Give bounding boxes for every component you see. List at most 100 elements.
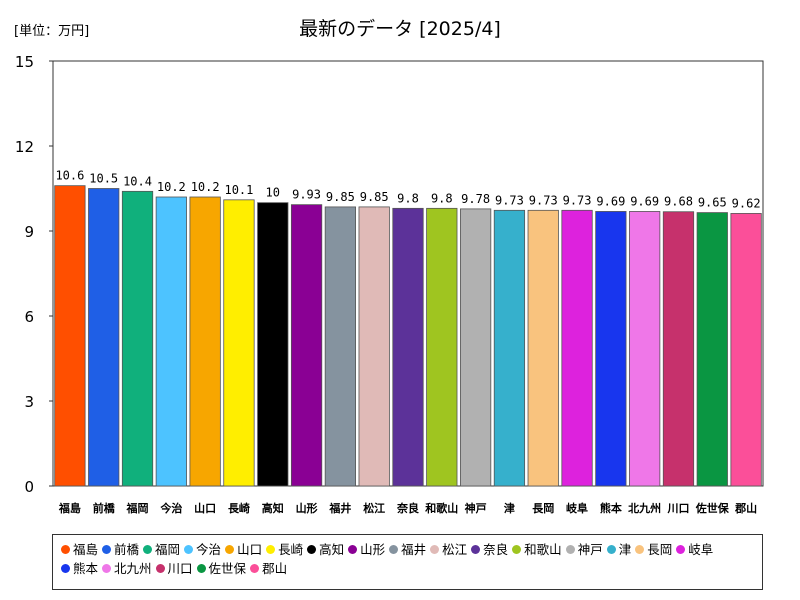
- bar-value-label: 10: [266, 186, 280, 200]
- x-tick-label: 郡山: [734, 501, 757, 515]
- bar-value-label: 10.2: [157, 180, 186, 194]
- bar-value-label: 9.65: [698, 196, 727, 210]
- legend-label: 福岡: [155, 542, 181, 557]
- bar: [155, 196, 187, 487]
- y-tick-label: 6: [24, 308, 34, 326]
- legend-item: 前橋: [102, 540, 139, 559]
- x-tick-label: 熊本: [600, 501, 622, 515]
- legend-label: 奈良: [483, 542, 509, 557]
- legend-label: 長岡: [647, 542, 673, 557]
- legend-label: 和歌山: [524, 542, 562, 557]
- x-tick-label: 前橋: [93, 501, 116, 515]
- bar-value-label: 9.73: [529, 193, 558, 207]
- y-tick-label: 15: [15, 53, 34, 71]
- legend-label: 神戸: [577, 542, 603, 557]
- y-tick-label: 3: [24, 393, 34, 411]
- x-tick-label: 山形: [296, 501, 318, 515]
- legend-swatch: [348, 545, 358, 554]
- legend-swatch: [512, 545, 522, 554]
- legend-label: 佐世保: [208, 561, 247, 576]
- bar: [121, 190, 154, 487]
- bar-value-label: 9.8: [431, 191, 453, 205]
- legend-item: 高知: [307, 540, 344, 559]
- bar-value-label: 9.93: [292, 188, 321, 202]
- legend-swatch: [471, 545, 481, 554]
- bar: [527, 209, 559, 487]
- x-tick-label: 高知: [262, 501, 284, 515]
- bar-value-label: 10.2: [191, 180, 220, 194]
- bar: [629, 211, 661, 487]
- legend-swatch: [184, 545, 194, 554]
- legend-item: 和歌山: [512, 540, 562, 559]
- bar: [730, 213, 762, 487]
- chart-legend: 福島 前橋 福岡 今治 山口 長崎 高知 山形 福井 松江 奈良 和歌山 神戸津長岡 岐阜熊本 北九州 川口佐…: [52, 534, 763, 590]
- x-tick-label: 松江: [363, 501, 385, 515]
- bar: [392, 207, 424, 487]
- bar: [223, 199, 255, 487]
- legend-item: 熊本: [61, 559, 98, 578]
- legend-label: 松江: [442, 542, 468, 557]
- bar: [493, 209, 526, 487]
- x-tick-label: 奈良: [396, 501, 419, 515]
- legend-swatch: [606, 545, 616, 554]
- legend-swatch: [389, 545, 399, 554]
- legend-label: 熊本: [73, 561, 99, 576]
- bar-value-label: 9.8: [397, 191, 419, 205]
- legend-label: 長崎: [278, 542, 304, 557]
- legend-swatch: [155, 564, 165, 573]
- legend-label: 山形: [360, 542, 386, 557]
- legend-item: 郡山: [250, 559, 287, 578]
- legend-item: 山口: [225, 540, 262, 559]
- bar: [290, 204, 323, 487]
- bar-value-label: 10.6: [55, 169, 84, 183]
- legend-item: 福島: [61, 540, 98, 559]
- legend-item: 長岡: [635, 540, 672, 559]
- legend-label: 津: [618, 542, 632, 557]
- legend-swatch: [102, 545, 112, 554]
- legend-swatch: [676, 545, 686, 554]
- legend-label: 高知: [319, 542, 345, 557]
- legend-swatch: [196, 564, 206, 573]
- x-tick-label: 長崎: [228, 501, 250, 515]
- bar-value-label: 9.73: [495, 193, 524, 207]
- x-tick-label: 川口: [666, 502, 689, 515]
- legend-label: 前橋: [114, 542, 140, 557]
- legend-swatch: [225, 545, 235, 554]
- x-tick-label: 岐阜: [566, 501, 588, 515]
- legend-label: 川口: [167, 561, 193, 576]
- legend-item: 神戸: [565, 540, 603, 559]
- legend-swatch: [102, 564, 112, 573]
- legend-item: 今治: [184, 540, 221, 559]
- x-tick-label: 福岡: [126, 501, 149, 515]
- x-tick-label: 佐世保: [695, 501, 730, 515]
- bar: [189, 196, 221, 487]
- bar: [561, 209, 593, 487]
- bar-value-label: 9.69: [596, 194, 625, 208]
- legend-label: 山口: [237, 542, 263, 557]
- bar-value-label: 10.4: [123, 174, 152, 188]
- legend-swatch: [266, 545, 276, 554]
- bar: [595, 211, 627, 487]
- bar-value-label: 9.85: [360, 190, 389, 204]
- bar-chart: 0 3 6 9 12 15 10.6 福島 10.5 前橋 10.4 福岡 10.2 今治 10.2 山口 10…: [15, 53, 764, 515]
- bar-value-label: 10.5: [89, 172, 118, 186]
- bar: [324, 206, 356, 487]
- legend-swatch: [61, 545, 70, 554]
- legend-swatch: [635, 545, 645, 554]
- legend-swatch: [143, 545, 153, 554]
- bar-value-label: 10.1: [224, 183, 253, 197]
- y-tick-label: 12: [15, 138, 34, 156]
- legend-swatch: [307, 545, 317, 554]
- x-tick-label: 山口: [194, 501, 216, 515]
- x-tick-label: 和歌山: [425, 501, 458, 515]
- bar-value-label: 9.69: [630, 194, 659, 208]
- bar-value-label: 9.62: [732, 196, 761, 210]
- bar-value-label: 9.85: [326, 190, 355, 204]
- legend-item: 長崎: [266, 540, 303, 559]
- x-tick-label: 長岡: [532, 502, 554, 515]
- bar: [426, 207, 458, 487]
- bar: [54, 185, 86, 487]
- legend-label: 郡山: [262, 561, 288, 576]
- bar-value-label: 9.73: [563, 193, 592, 207]
- legend-item: 福岡: [143, 540, 180, 559]
